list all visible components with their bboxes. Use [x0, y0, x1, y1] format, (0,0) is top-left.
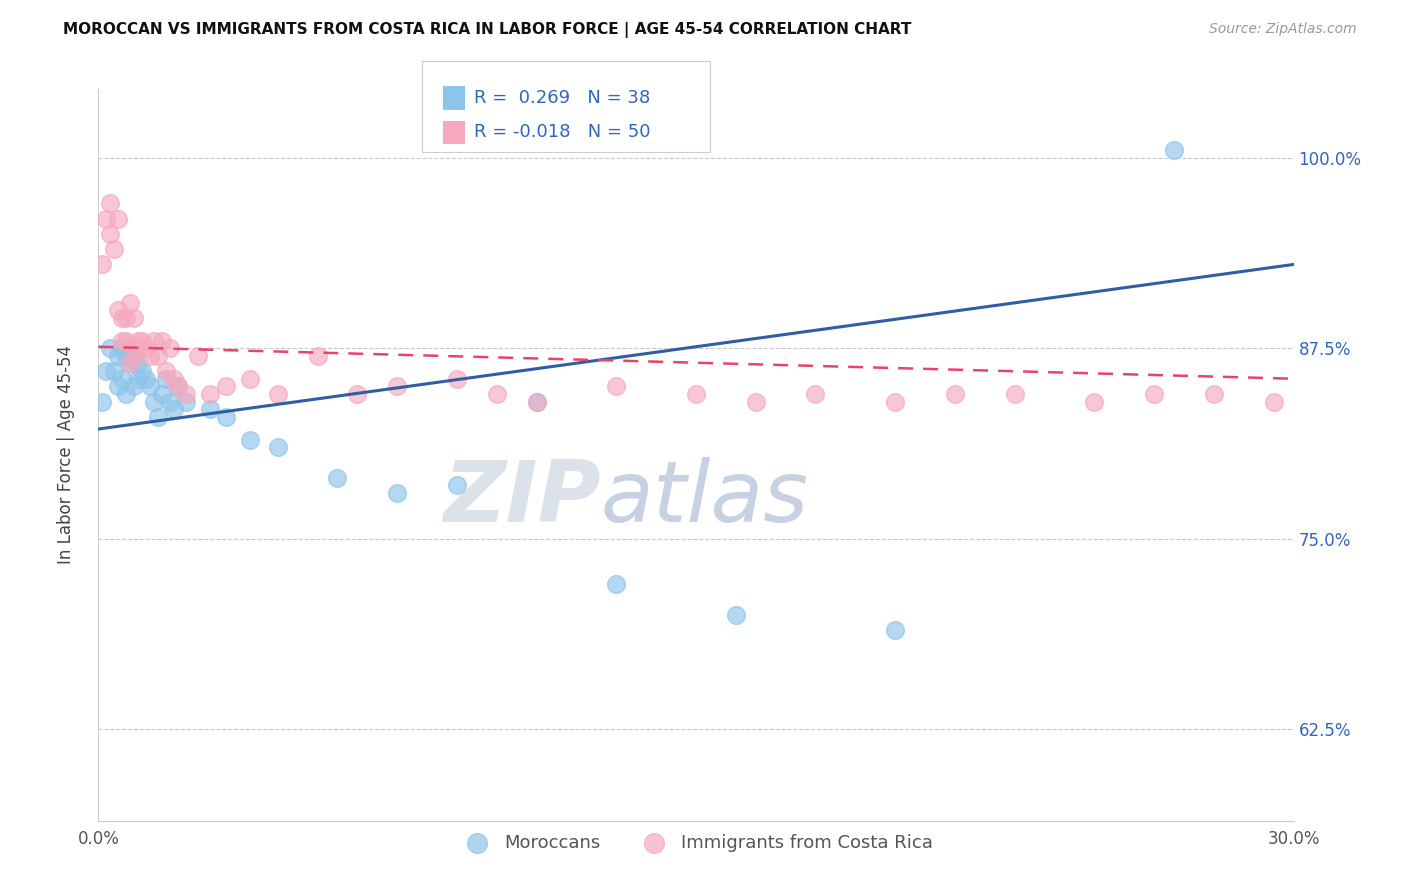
- Point: [127, 356, 149, 370]
- Point: [124, 349, 146, 363]
- Point: [124, 349, 146, 363]
- Point: [127, 334, 149, 348]
- Point: [187, 349, 209, 363]
- Point: [163, 402, 186, 417]
- Point: [150, 334, 173, 348]
- Point: [127, 372, 149, 386]
- Point: [120, 356, 142, 370]
- Point: [124, 379, 146, 393]
- Point: [526, 394, 548, 409]
- Point: [745, 394, 768, 409]
- Point: [267, 440, 290, 454]
- Point: [159, 394, 181, 409]
- Text: atlas: atlas: [600, 458, 808, 541]
- Point: [91, 257, 114, 271]
- Point: [103, 242, 125, 256]
- Point: [91, 394, 114, 409]
- Point: [1202, 387, 1225, 401]
- Text: R =  0.269   N = 38: R = 0.269 N = 38: [474, 89, 650, 107]
- Point: [267, 387, 290, 401]
- Point: [107, 349, 129, 363]
- Point: [685, 387, 707, 401]
- Y-axis label: In Labor Force | Age 45-54: In Labor Force | Age 45-54: [56, 345, 75, 565]
- Point: [155, 372, 177, 386]
- Text: ZIP: ZIP: [443, 458, 600, 541]
- Point: [98, 227, 122, 241]
- Point: [385, 486, 409, 500]
- Point: [139, 349, 162, 363]
- Point: [385, 379, 409, 393]
- Point: [135, 372, 157, 386]
- Point: [131, 334, 153, 348]
- Point: [1004, 387, 1026, 401]
- Point: [1083, 394, 1105, 409]
- Text: R = -0.018   N = 50: R = -0.018 N = 50: [474, 123, 651, 142]
- Point: [115, 349, 138, 363]
- Point: [107, 303, 129, 318]
- Point: [307, 349, 329, 363]
- Point: [135, 341, 157, 355]
- Point: [127, 341, 149, 355]
- Point: [239, 433, 262, 447]
- Point: [148, 349, 170, 363]
- Legend: Moroccans, Immigrants from Costa Rica: Moroccans, Immigrants from Costa Rica: [451, 827, 941, 859]
- Point: [115, 310, 138, 325]
- Point: [155, 364, 177, 378]
- Point: [96, 211, 118, 226]
- Point: [326, 471, 349, 485]
- Text: Source: ZipAtlas.com: Source: ZipAtlas.com: [1209, 22, 1357, 37]
- Point: [107, 379, 129, 393]
- Point: [111, 372, 134, 386]
- Point: [1263, 394, 1285, 409]
- Point: [124, 310, 146, 325]
- Point: [111, 334, 134, 348]
- Point: [198, 387, 221, 401]
- Point: [605, 379, 627, 393]
- Point: [174, 387, 197, 401]
- Point: [150, 387, 173, 401]
- Point: [1163, 143, 1185, 157]
- Point: [143, 334, 166, 348]
- Point: [485, 387, 508, 401]
- Point: [1143, 387, 1166, 401]
- Point: [943, 387, 966, 401]
- Point: [605, 577, 627, 591]
- Point: [115, 387, 138, 401]
- Point: [103, 364, 125, 378]
- Text: MOROCCAN VS IMMIGRANTS FROM COSTA RICA IN LABOR FORCE | AGE 45-54 CORRELATION CH: MOROCCAN VS IMMIGRANTS FROM COSTA RICA I…: [63, 22, 911, 38]
- Point: [163, 372, 186, 386]
- Point: [159, 341, 181, 355]
- Point: [724, 607, 747, 622]
- Point: [884, 394, 907, 409]
- Point: [98, 341, 122, 355]
- Point: [131, 364, 153, 378]
- Point: [239, 372, 262, 386]
- Point: [174, 394, 197, 409]
- Point: [884, 623, 907, 637]
- Point: [107, 211, 129, 226]
- Point: [96, 364, 118, 378]
- Point: [167, 379, 190, 393]
- Point: [198, 402, 221, 417]
- Point: [111, 341, 134, 355]
- Point: [111, 310, 134, 325]
- Point: [346, 387, 368, 401]
- Point: [804, 387, 827, 401]
- Point: [115, 334, 138, 348]
- Point: [215, 409, 238, 424]
- Point: [139, 379, 162, 393]
- Point: [98, 196, 122, 211]
- Point: [148, 409, 170, 424]
- Point: [120, 295, 142, 310]
- Point: [143, 394, 166, 409]
- Point: [446, 478, 468, 492]
- Point: [215, 379, 238, 393]
- Point: [446, 372, 468, 386]
- Point: [526, 394, 548, 409]
- Point: [167, 379, 190, 393]
- Point: [120, 356, 142, 370]
